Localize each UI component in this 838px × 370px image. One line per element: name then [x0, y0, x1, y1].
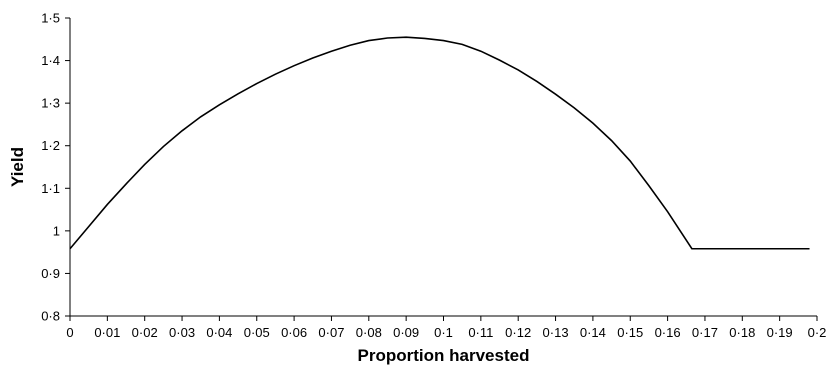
y-tick-labels: 0·8 0·9 1 1·1 1·2 1·3 1·4 1·5	[41, 11, 60, 324]
x-tick-label: 0·11	[468, 325, 493, 340]
x-tick-label: 0	[66, 325, 73, 340]
y-tick-label: 1	[53, 223, 60, 238]
y-tick-label: 1·5	[41, 11, 60, 26]
y-tick-label: 1·3	[41, 96, 60, 111]
y-axis-title: Yield	[8, 147, 27, 187]
x-tick-label: 0·19	[767, 325, 793, 340]
y-ticks	[65, 17, 70, 317]
y-tick-label: 0·8	[41, 309, 60, 324]
x-tick-label: 0·05	[244, 325, 270, 340]
series-line	[69, 36, 810, 250]
x-tick-labels: 0 0·01 0·02 0·03 0·04 0·05 0·06 0·07 0·08 0·09 0·1…	[66, 325, 826, 340]
x-tick-label: 0·2	[808, 325, 827, 340]
x-tick-label: 0·16	[655, 325, 681, 340]
x-tick-label: 0·17	[692, 325, 718, 340]
x-tick-label: 0·1	[434, 325, 453, 340]
y-tick-label: 1·4	[41, 53, 60, 68]
y-tick-label: 0·9	[41, 266, 60, 281]
x-tick-label: 0·03	[169, 325, 195, 340]
x-tick-label: 0·06	[281, 325, 307, 340]
x-axis-title: Proportion harvested	[358, 346, 530, 365]
x-ticks	[69, 316, 818, 321]
x-tick-label: 0·09	[393, 325, 419, 340]
x-tick-label: 0·08	[356, 325, 382, 340]
x-tick-label: 0·01	[94, 325, 120, 340]
x-tick-label: 0·07	[318, 325, 344, 340]
x-tick-label: 0·15	[617, 325, 643, 340]
y-tick-label: 1·1	[41, 181, 60, 196]
x-tick-label: 0·14	[580, 325, 606, 340]
x-tick-label: 0·13	[543, 325, 569, 340]
x-tick-label: 0·18	[729, 325, 755, 340]
x-tick-label: 0·04	[206, 325, 232, 340]
x-tick-label: 0·02	[132, 325, 158, 340]
y-tick-label: 1·2	[41, 138, 60, 153]
x-tick-label: 0·12	[505, 325, 531, 340]
